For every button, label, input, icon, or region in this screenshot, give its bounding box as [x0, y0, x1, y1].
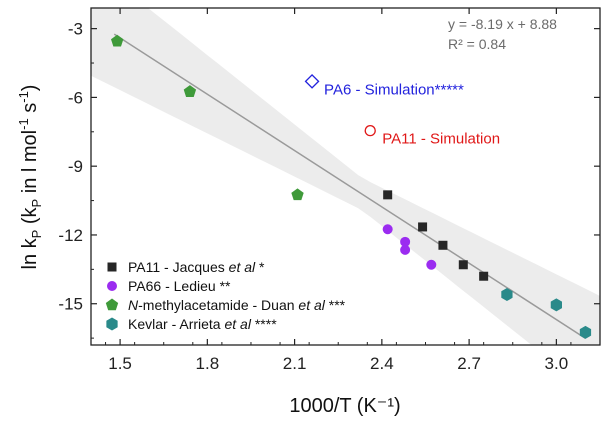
data-point-series-3	[291, 188, 304, 201]
confidence-band-area	[91, 8, 600, 345]
x-tick-label: 3.0	[545, 354, 569, 373]
y-tick-label: -3	[68, 20, 83, 39]
data-point-series-1	[438, 240, 448, 250]
data-point-series-4	[501, 288, 513, 302]
legend-marker-3	[105, 298, 119, 311]
plot-frame	[90, 7, 601, 346]
fit-line	[113, 33, 586, 339]
data-point-series-1	[383, 190, 393, 200]
data-point-series-3	[111, 34, 124, 47]
y-tick-label: -12	[58, 226, 83, 245]
y-axis-label-sup2: -1	[16, 91, 31, 103]
y-axis-label: ln kP (kP in l mol-1 s-1)	[16, 85, 44, 270]
annotations: PA6 - Simulation***** PA11 - Simulation	[304, 73, 500, 148]
data-point-series-2	[400, 244, 411, 255]
y-axis-label-sub1: P	[29, 230, 44, 239]
legend-marker-4	[106, 317, 118, 331]
y-tick-label: -9	[68, 157, 83, 176]
x-axis-label: 1000/T (K⁻¹)	[289, 395, 400, 417]
annotation-marker-2	[364, 124, 376, 137]
data-point-series-3	[183, 85, 197, 97]
data-point-series-4	[579, 325, 592, 339]
x-tick-label: 1.8	[196, 354, 220, 373]
fit-equation: y = -8.19 x + 8.88	[448, 16, 557, 32]
annotation-marker-1	[304, 73, 320, 89]
y-tick-label: -15	[58, 295, 83, 314]
axis-ticks: 1.5 1.8 2.1 2.4 2.7 3.0 -3 -6 -9 -12 -15	[58, 8, 600, 373]
annotation-label-2: PA11 - Simulation	[382, 131, 500, 148]
legend: PA11 - Jacques et al * PA66 - Ledieu ** N-…	[105, 259, 346, 332]
x-tick-label: 1.5	[108, 354, 132, 373]
y-axis-label-suffix: )	[19, 85, 41, 92]
x-tick-label: 2.7	[457, 354, 481, 373]
data-point-series-2	[400, 236, 411, 247]
x-tick-label: 2.1	[283, 354, 307, 373]
legend-label-1: PA11 - Jacques et al *	[128, 259, 265, 275]
legend-label-3: N-methylacetamide - Duan et al ***	[128, 297, 346, 313]
data-point-series-1	[418, 222, 428, 232]
data-points	[111, 34, 592, 339]
y-tick-label: -6	[68, 88, 83, 107]
fit-r-squared: R² = 0.84	[448, 36, 506, 52]
legend-label-2: PA66 - Ledieu **	[128, 278, 231, 294]
data-point-series-2	[382, 224, 393, 235]
y-axis-label-sup1: -1	[16, 118, 31, 130]
x-tick-label: 2.4	[370, 354, 394, 373]
y-axis-label-mid3: s	[19, 103, 41, 119]
y-axis-label-mid: (k	[19, 206, 41, 229]
data-point-series-1	[479, 271, 489, 281]
legend-marker-2	[107, 281, 117, 291]
confidence-band	[91, 8, 600, 345]
legend-label-4: Kevlar - Arrieta et al ****	[128, 316, 277, 332]
annotation-label-1: PA6 - Simulation*****	[324, 81, 464, 98]
y-axis-label-prefix: ln k	[19, 237, 41, 269]
fit-line-group	[113, 33, 586, 339]
legend-marker-1	[107, 262, 117, 272]
y-axis-label-sub2: P	[29, 199, 44, 208]
data-point-series-2	[426, 259, 437, 270]
y-axis-label-mid2: in l mol	[19, 130, 41, 199]
data-point-series-1	[458, 260, 468, 270]
data-point-series-4	[550, 298, 562, 312]
